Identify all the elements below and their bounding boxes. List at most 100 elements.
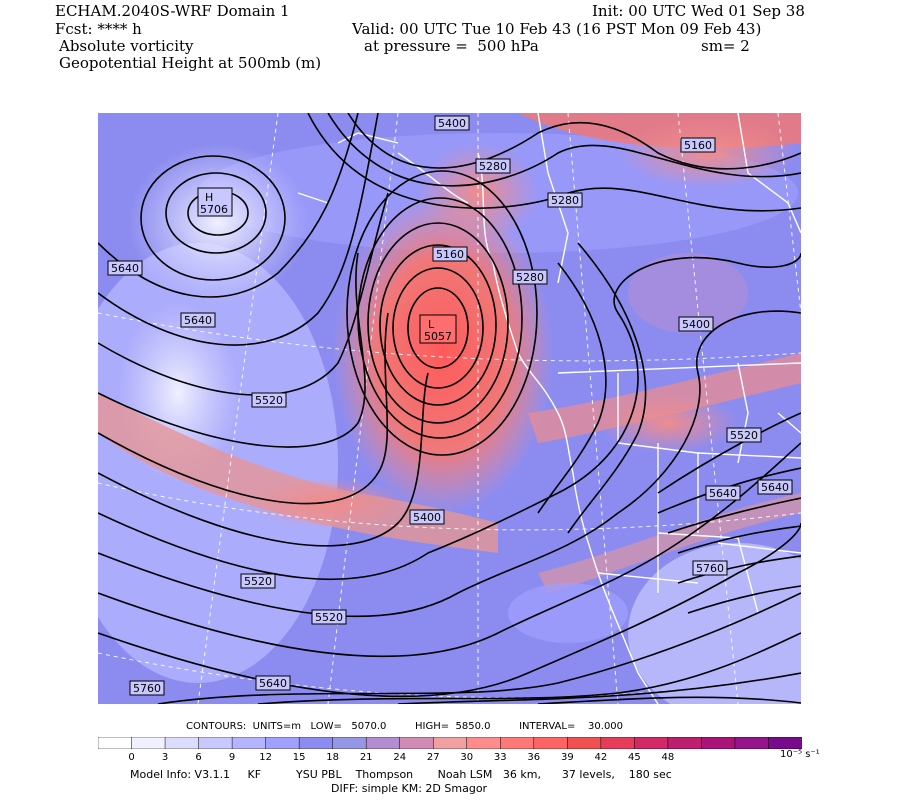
contour-label: 5520 (311, 609, 347, 625)
pressure-level: at pressure = 500 hPa (364, 37, 539, 55)
colorbar-swatch (332, 737, 367, 749)
svg-text:5520: 5520 (244, 575, 272, 588)
colorbar (98, 737, 802, 749)
contour-label: 5760 (129, 680, 165, 696)
svg-text:5640: 5640 (761, 481, 789, 494)
colorbar-swatch (198, 737, 233, 749)
svg-text:5520: 5520 (255, 394, 283, 407)
svg-text:5160: 5160 (684, 139, 712, 152)
svg-text:5400: 5400 (438, 117, 466, 130)
field-name-height: Geopotential Height at 500mb (m) (59, 54, 322, 72)
svg-text:5640: 5640 (709, 487, 737, 500)
low-value: 5057 (424, 330, 452, 343)
contour-label: 5520 (240, 573, 276, 589)
svg-text:5760: 5760 (133, 682, 161, 695)
svg-text:5520: 5520 (730, 429, 758, 442)
colorbar-tick-label: 42 (594, 752, 608, 763)
contour-label: 5160 (432, 246, 468, 262)
colorbar-tick-label: 33 (493, 752, 507, 763)
colorbar-tick-label: 9 (228, 752, 236, 763)
colorbar-swatch (298, 737, 334, 749)
svg-text:5160: 5160 (436, 248, 464, 261)
contour-label: 5640 (705, 485, 741, 501)
colorbar-tick-label: 27 (426, 752, 440, 763)
height-contours (98, 113, 801, 704)
svg-text:5640: 5640 (184, 314, 212, 327)
colorbar-swatch (567, 737, 602, 749)
colorbar-swatch (399, 737, 434, 749)
colorbar-tick-label: 3 (161, 752, 169, 763)
model-info: Model Info: V3.1.1 KF YSU PBL Thompson N… (130, 768, 672, 781)
colorbar-swatch (98, 737, 133, 749)
colorbar-swatch (164, 737, 200, 749)
colorbar-unit: 10⁻⁵ s⁻¹ (780, 749, 820, 760)
svg-text:5520: 5520 (315, 611, 343, 624)
svg-text:5760: 5760 (696, 562, 724, 575)
colorbar-swatch (231, 737, 267, 749)
colorbar-swatch (432, 737, 468, 749)
colorbar-tick-label: 12 (259, 752, 272, 763)
vorticity-map: 5400 5280 5160 5280 5640 5160 5280 5640 5400 5520… (98, 113, 801, 704)
contour-label: 5400 (409, 509, 445, 525)
colorbar-swatch (500, 737, 535, 749)
contour-labels: 5400 5280 5160 5280 5640 5160 5280 5640 5400 5520… (107, 115, 793, 696)
field-name-vorticity: Absolute vorticity (59, 37, 194, 55)
contour-label: 5280 (475, 158, 511, 174)
colorbar-swatch (466, 737, 502, 749)
smoothing: sm= 2 (701, 37, 750, 55)
contour-label: 5520 (726, 427, 762, 443)
diff-info: DIFF: simple KM: 2D Smagor (331, 782, 488, 795)
low-pressure-center: L 5057 (419, 314, 457, 344)
low-letter: L (428, 318, 435, 331)
colorbar-tick-label: 48 (661, 752, 675, 763)
contour-label: 5160 (680, 137, 716, 153)
colorbar-swatch (600, 737, 636, 749)
colorbar-swatch (365, 737, 401, 749)
colorbar-tick-label: 39 (560, 752, 574, 763)
contour-label: 5280 (547, 192, 583, 208)
colorbar-tick-label: 18 (326, 752, 340, 763)
contour-label: 5280 (512, 269, 548, 285)
high-value: 5706 (200, 203, 228, 216)
high-pressure-center: H 5706 (197, 187, 233, 217)
colorbar-swatch (667, 737, 703, 749)
contour-label: 5640 (255, 675, 291, 691)
colorbar-tick-label: 21 (359, 752, 373, 763)
svg-text:5640: 5640 (259, 677, 287, 690)
colorbar-swatch (265, 737, 300, 749)
contour-label: 5760 (692, 560, 728, 576)
contour-label: 5400 (678, 316, 714, 332)
colorbar-swatch (634, 737, 669, 749)
valid-time: Valid: 00 UTC Tue 10 Feb 43 (16 PST Mon … (352, 20, 762, 38)
contour-label: 5640 (180, 312, 216, 328)
forecast-hour: Fcst: **** h (55, 20, 142, 38)
colorbar-swatch (701, 737, 736, 749)
colorbar-swatch (131, 737, 166, 749)
colorbar-swatch (734, 737, 770, 749)
high-letter: H (205, 191, 213, 204)
contour-label: 5640 (757, 479, 793, 495)
svg-text:5280: 5280 (516, 271, 544, 284)
svg-text:5400: 5400 (413, 511, 441, 524)
svg-text:5280: 5280 (551, 194, 579, 207)
contour-label: 5640 (107, 260, 143, 276)
init-time: Init: 00 UTC Wed 01 Sep 38 (592, 2, 805, 20)
contour-label: 5520 (251, 392, 287, 408)
colorbar-swatch (768, 737, 802, 749)
colorbar-tick-label: 45 (628, 752, 641, 763)
contours-info: CONTOURS: UNITS=m LOW= 5070.0 HIGH= 5850… (186, 721, 624, 732)
colorbar-tick-label: 15 (292, 752, 306, 763)
map-panel: 5400 5280 5160 5280 5640 5160 5280 5640 5400 5520… (98, 113, 801, 704)
colorbar-swatch (533, 737, 569, 749)
height-contours-south (537, 242, 801, 614)
svg-text:5280: 5280 (479, 160, 507, 173)
svg-text:5640: 5640 (111, 262, 139, 275)
colorbar-tick-label: 0 (128, 752, 135, 763)
colorbar-tick-label: 24 (393, 752, 407, 763)
colorbar-tick-label: 6 (195, 752, 202, 763)
colorbar-tick-label: 36 (527, 752, 541, 763)
model-title: ECHAM.2040S-WRF Domain 1 (55, 2, 290, 20)
svg-text:5400: 5400 (682, 318, 710, 331)
colorbar-tick-label: 30 (460, 752, 474, 763)
contour-label: 5400 (434, 115, 470, 131)
